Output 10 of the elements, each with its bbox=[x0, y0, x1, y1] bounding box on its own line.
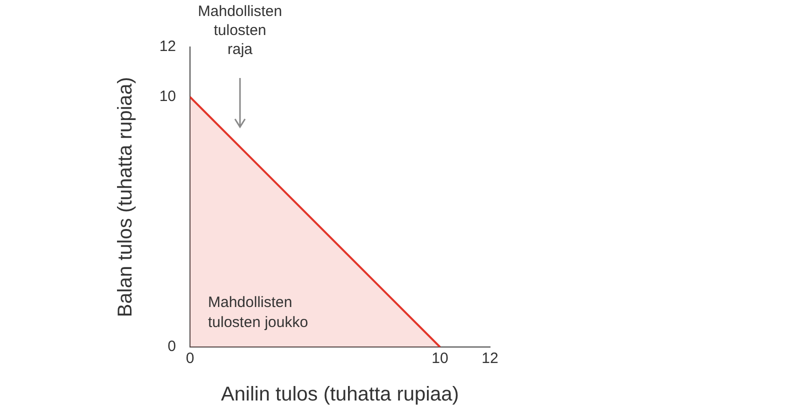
y-axis-title: Balan tulos (tuhatta rupiaa) bbox=[114, 76, 137, 318]
x-axis-title: Anilin tulos (tuhatta rupiaa) bbox=[221, 384, 459, 406]
y-tick-label: 12 bbox=[159, 38, 176, 56]
x-tick-label: 0 bbox=[186, 350, 194, 368]
x-tick-label: 10 bbox=[432, 350, 448, 368]
annotation: Mahdollisten tulosten raja bbox=[198, 3, 282, 58]
y-tick-label: 10 bbox=[159, 88, 176, 106]
x-tick-label: 12 bbox=[482, 350, 498, 368]
annotation: Mahdollisten tulosten joukko bbox=[208, 294, 308, 332]
y-tick-label: 0 bbox=[168, 338, 176, 356]
